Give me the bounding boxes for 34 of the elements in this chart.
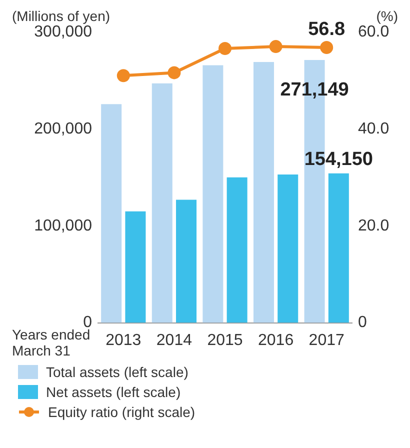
bar: [202, 65, 224, 323]
point: [269, 40, 282, 54]
x-tick-label: 2017: [308, 332, 344, 349]
bar: [152, 83, 172, 323]
y2-axis-title: (%): [376, 8, 398, 24]
y-tick-label: 100,000: [34, 217, 92, 234]
x-tick-label: 2016: [258, 332, 294, 349]
bar: [125, 211, 146, 323]
bar: [253, 62, 274, 323]
data-label: 271,149: [280, 80, 349, 101]
y2-tick-label: 40.0: [358, 120, 390, 138]
legend-label: Net assets (left scale): [46, 384, 181, 400]
point: [218, 42, 232, 55]
y-tick-label: 200,000: [34, 120, 92, 138]
bar: [278, 174, 298, 323]
bar: [226, 177, 248, 323]
x-tick-label: 2013: [106, 332, 142, 349]
legend-label: Total assets (left scale): [46, 364, 188, 380]
point: [116, 69, 130, 82]
y-tick-label: 300,000: [34, 23, 92, 40]
data-label: 154,150: [304, 149, 374, 170]
y2-tick-label: 60.0: [358, 23, 390, 40]
bar: [101, 104, 122, 323]
data-label: 56.8: [308, 19, 346, 40]
x-tick-label: 2015: [207, 332, 243, 349]
y-axis-title: (Millions of yen): [12, 8, 110, 24]
point: [320, 41, 334, 54]
bar: [176, 200, 197, 323]
point: [168, 66, 181, 80]
y2-tick-label: 20.0: [358, 217, 390, 234]
bar: [328, 173, 349, 323]
legend-label: Equity ratio (right scale): [48, 404, 196, 420]
y2-tick-label: 0: [358, 314, 367, 332]
x-tick-label: 2014: [156, 332, 192, 349]
